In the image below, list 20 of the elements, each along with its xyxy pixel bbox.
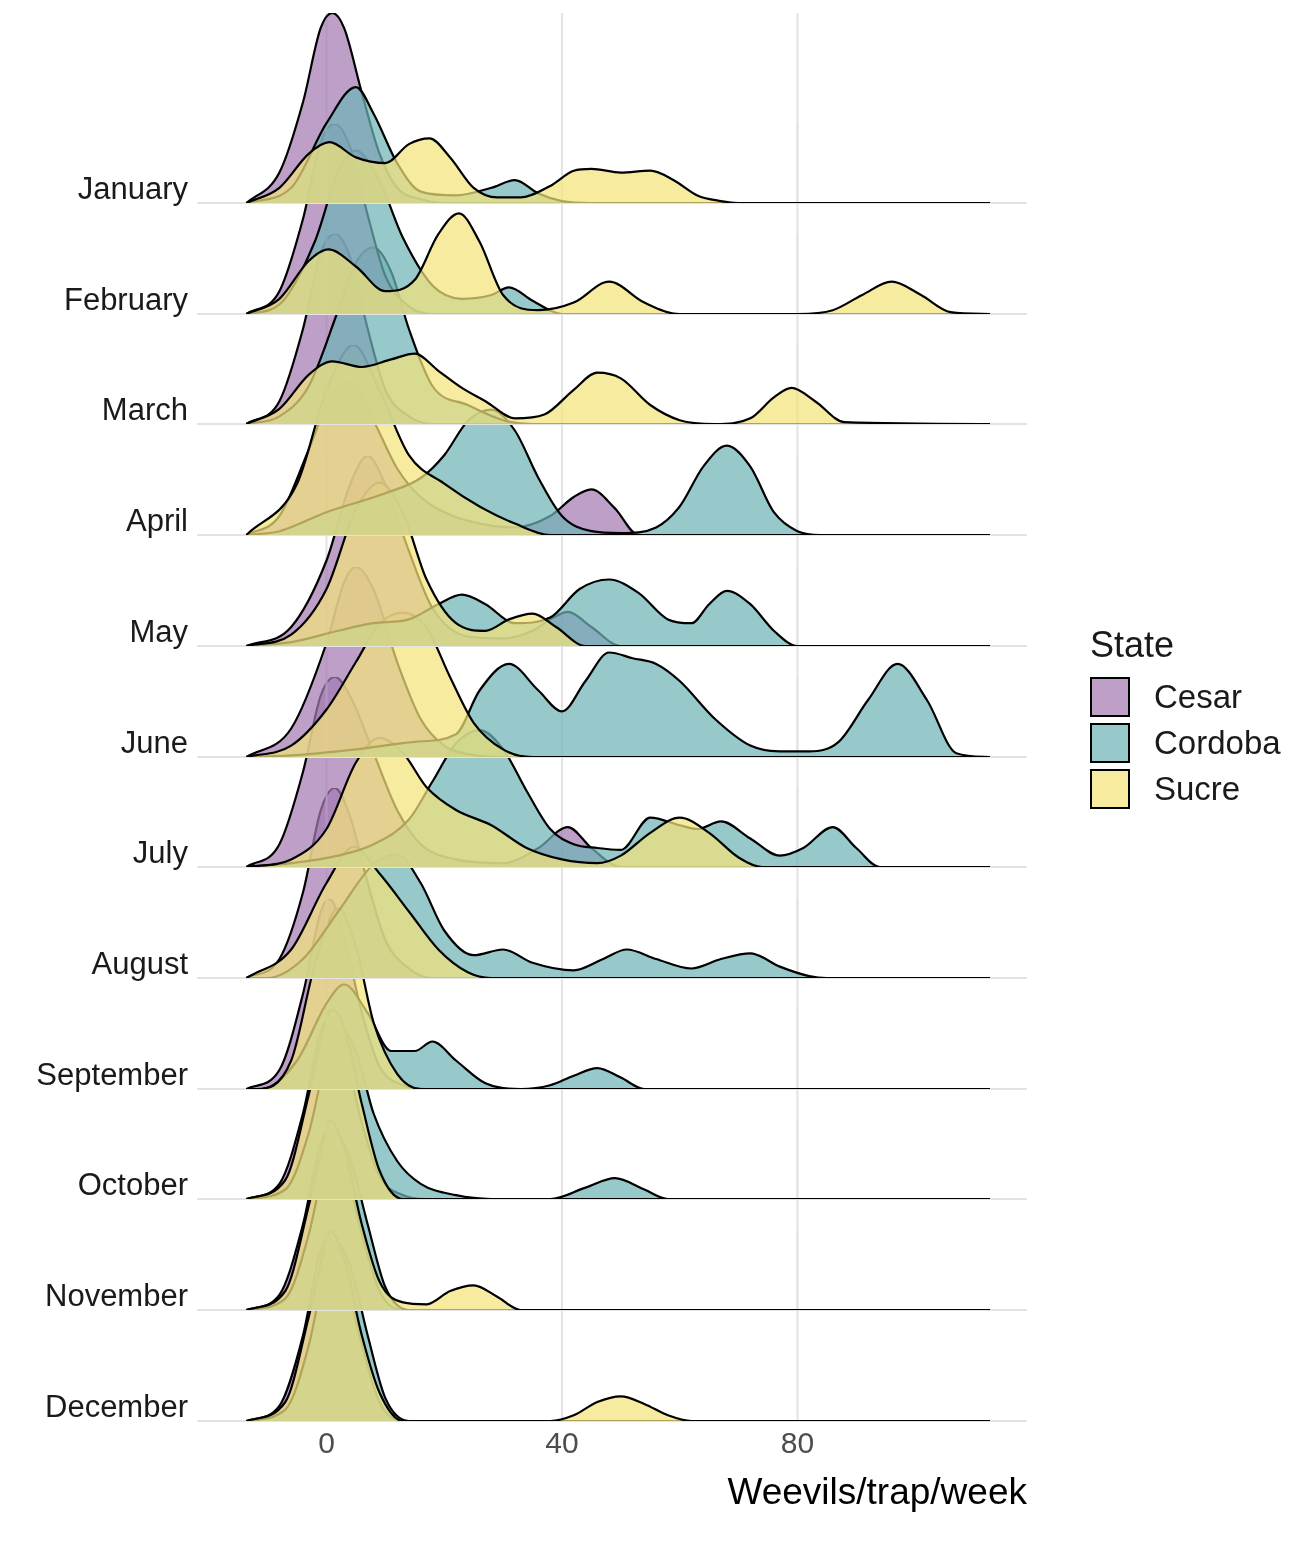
legend-label: Cesar — [1154, 677, 1243, 716]
y-axis-title: July — [132, 835, 188, 872]
y-axis-title: March — [101, 392, 188, 429]
y-axis-title: September — [36, 1056, 188, 1093]
y-axis-title: May — [129, 613, 188, 650]
x-tick-label: 0 — [318, 1425, 335, 1459]
y-axis-title: November — [45, 1278, 188, 1314]
x-axis-title: Weevils/trap/week — [727, 1470, 1028, 1512]
x-tick-label: 40 — [545, 1425, 579, 1459]
legend-label: Sucre — [1154, 769, 1241, 808]
y-axis-title: June — [120, 724, 188, 761]
x-tick-label: 80 — [780, 1425, 815, 1459]
y-axis-title: January — [77, 171, 188, 207]
y-axis-title: August — [91, 945, 188, 982]
y-axis-title: December — [45, 1388, 188, 1425]
legend-title: State — [1090, 623, 1176, 666]
y-axis-title: April — [125, 503, 188, 540]
y-axis-title: February — [63, 281, 188, 318]
y-axis-title: October — [77, 1167, 188, 1204]
legend-label: Cordoba — [1154, 723, 1281, 762]
